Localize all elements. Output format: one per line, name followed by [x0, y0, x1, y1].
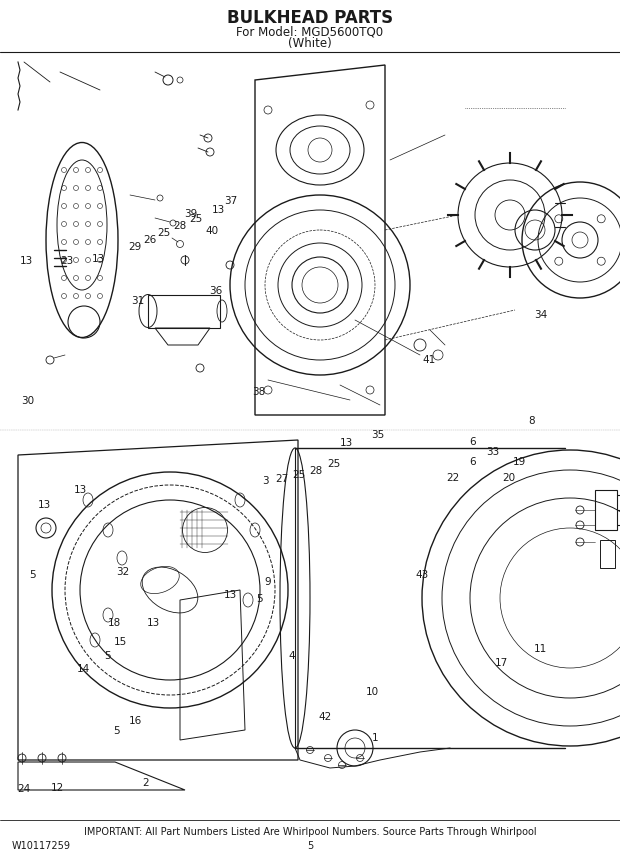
Text: 13: 13 [224, 590, 237, 600]
Text: 5: 5 [104, 651, 110, 661]
Text: 33: 33 [486, 447, 500, 457]
Text: 19: 19 [513, 457, 526, 467]
Text: 25: 25 [189, 214, 203, 224]
Text: 36: 36 [209, 286, 223, 296]
Text: 35: 35 [371, 430, 385, 440]
Text: 41: 41 [422, 354, 436, 365]
Text: 24: 24 [17, 784, 30, 794]
Text: IMPORTANT: All Part Numbers Listed Are Whirlpool Numbers. Source Parts Through W: IMPORTANT: All Part Numbers Listed Are W… [84, 827, 536, 837]
Text: 30: 30 [21, 395, 35, 406]
Text: 12: 12 [51, 782, 64, 793]
Text: 11: 11 [534, 644, 547, 654]
Text: For Model: MGD5600TQ0: For Model: MGD5600TQ0 [236, 26, 384, 39]
Text: 13: 13 [38, 500, 51, 510]
Text: (White): (White) [288, 37, 332, 50]
Text: 25: 25 [157, 228, 171, 238]
Text: 4: 4 [288, 651, 294, 661]
Text: 6: 6 [469, 457, 476, 467]
Text: 22: 22 [446, 473, 459, 483]
Text: 38: 38 [252, 387, 266, 397]
Text: 6: 6 [469, 437, 476, 447]
Text: 13: 13 [19, 256, 33, 266]
Text: 31: 31 [131, 296, 144, 306]
Text: 17: 17 [494, 658, 508, 669]
Text: 5: 5 [307, 841, 313, 851]
Text: 13: 13 [339, 438, 353, 449]
Text: 40: 40 [205, 226, 219, 236]
Text: BULKHEAD PARTS: BULKHEAD PARTS [227, 9, 393, 27]
Text: 34: 34 [534, 310, 547, 320]
Text: 27: 27 [275, 474, 289, 484]
Text: 15: 15 [114, 637, 128, 647]
Text: 16: 16 [128, 716, 142, 726]
Text: 28: 28 [309, 466, 323, 476]
Text: 14: 14 [77, 664, 91, 675]
Text: 10: 10 [365, 687, 379, 697]
Text: W10117259: W10117259 [12, 841, 71, 851]
Text: 1: 1 [372, 733, 378, 743]
Text: 13: 13 [74, 484, 87, 495]
Text: 5: 5 [113, 726, 120, 736]
Text: 13: 13 [211, 205, 225, 215]
Text: 25: 25 [327, 459, 340, 469]
Text: 9: 9 [265, 577, 271, 587]
Text: 5: 5 [256, 594, 262, 604]
Text: 13: 13 [147, 618, 161, 628]
Text: 32: 32 [116, 567, 130, 577]
Text: 8: 8 [529, 416, 535, 426]
Text: 28: 28 [173, 221, 187, 231]
Text: 29: 29 [128, 241, 142, 252]
Text: 18: 18 [108, 618, 122, 628]
Text: 3: 3 [262, 476, 268, 486]
Text: 13: 13 [91, 253, 105, 264]
Text: 2: 2 [143, 778, 149, 788]
Text: 5: 5 [29, 570, 35, 580]
Text: 23: 23 [60, 256, 74, 266]
Text: 43: 43 [415, 570, 428, 580]
Text: 42: 42 [319, 712, 332, 722]
Text: 37: 37 [224, 196, 237, 206]
Text: 25: 25 [292, 470, 306, 480]
Text: 26: 26 [143, 235, 157, 245]
Text: 20: 20 [502, 473, 515, 483]
Text: 39: 39 [184, 209, 198, 219]
